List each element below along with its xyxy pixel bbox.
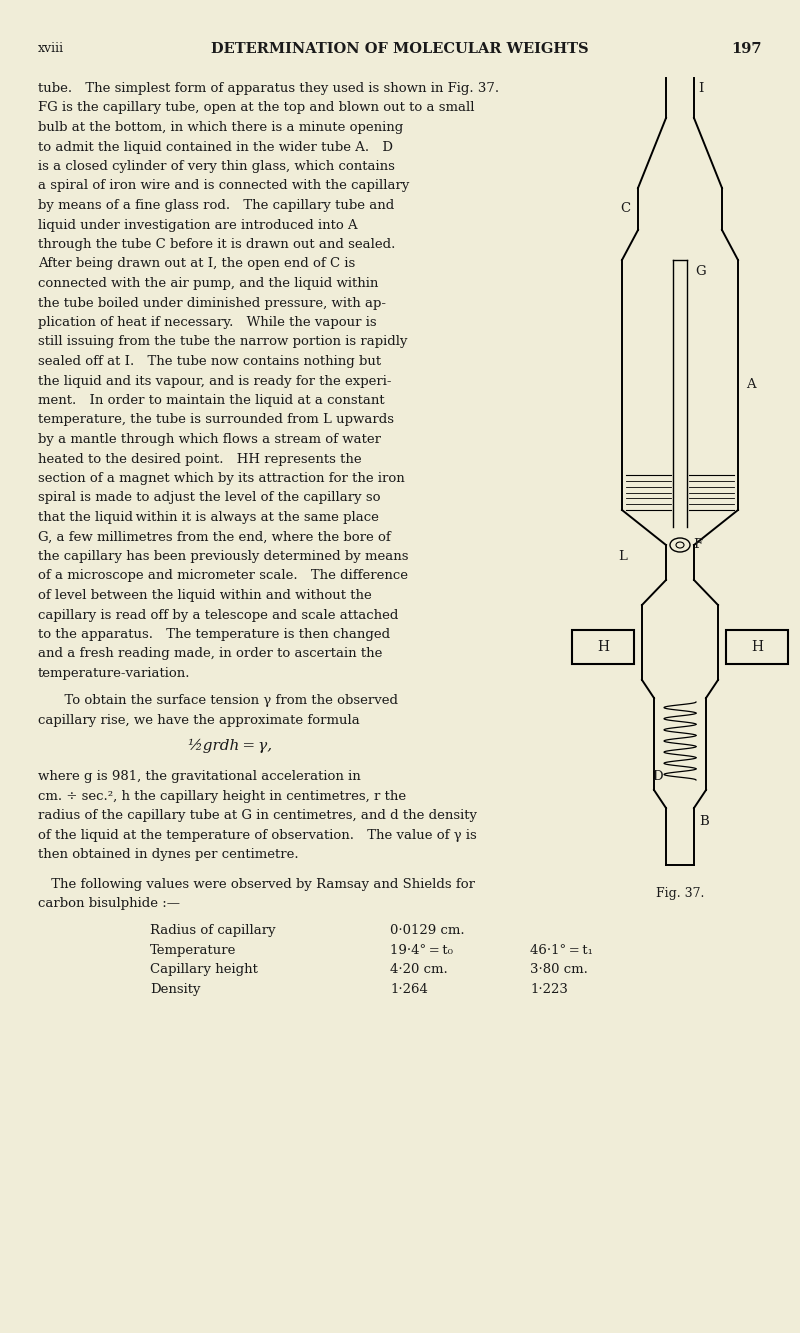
Text: capillary is read off by a telescope and scale attached: capillary is read off by a telescope and… xyxy=(38,608,398,621)
Text: H: H xyxy=(597,640,609,655)
Text: To obtain the surface tension γ from the observed: To obtain the surface tension γ from the… xyxy=(38,694,398,708)
Text: 197: 197 xyxy=(731,43,762,56)
Text: L: L xyxy=(618,551,627,563)
Text: 3·80 cm.: 3·80 cm. xyxy=(530,964,588,976)
Text: B: B xyxy=(699,814,709,828)
Text: of a microscope and micrometer scale. The difference: of a microscope and micrometer scale. Th… xyxy=(38,569,408,583)
Text: Temperature: Temperature xyxy=(150,944,236,957)
Text: carbon bisulphide :—: carbon bisulphide :— xyxy=(38,897,180,910)
Text: still issuing from the tube the narrow portion is rapidly: still issuing from the tube the narrow p… xyxy=(38,336,407,348)
Text: Fig. 37.: Fig. 37. xyxy=(656,886,704,900)
Text: A: A xyxy=(746,379,756,392)
Text: ½grdh = γ,: ½grdh = γ, xyxy=(188,740,272,753)
Text: 1·264: 1·264 xyxy=(390,982,428,996)
Text: where g is 981, the gravitational acceleration in: where g is 981, the gravitational accele… xyxy=(38,770,361,784)
Text: through the tube C before it is drawn out and sealed.: through the tube C before it is drawn ou… xyxy=(38,239,395,251)
Text: liquid under investigation are introduced into A: liquid under investigation are introduce… xyxy=(38,219,358,232)
Text: connected with the air pump, and the liquid within: connected with the air pump, and the liq… xyxy=(38,277,378,291)
Text: is a closed cylinder of very thin glass, which contains: is a closed cylinder of very thin glass,… xyxy=(38,160,395,173)
Text: ment. In order to maintain the liquid at a constant: ment. In order to maintain the liquid at… xyxy=(38,395,385,407)
Ellipse shape xyxy=(670,539,690,552)
Text: F: F xyxy=(693,539,702,552)
Text: FG is the capillary tube, open at the top and blown out to a small: FG is the capillary tube, open at the to… xyxy=(38,101,474,115)
Text: Density: Density xyxy=(150,982,201,996)
Text: tube. The simplest form of apparatus they used is shown in Fig. 37.: tube. The simplest form of apparatus the… xyxy=(38,83,499,95)
Text: spiral is made to adjust the level of the capillary so: spiral is made to adjust the level of th… xyxy=(38,492,381,504)
Text: 4·20 cm.: 4·20 cm. xyxy=(390,964,448,976)
Text: then obtained in dynes per centimetre.: then obtained in dynes per centimetre. xyxy=(38,848,298,861)
Text: 46·1° = t₁: 46·1° = t₁ xyxy=(530,944,593,957)
Text: 1·223: 1·223 xyxy=(530,982,568,996)
Text: capillary rise, we have the approximate formula: capillary rise, we have the approximate … xyxy=(38,713,360,726)
Text: of level between the liquid within and without the: of level between the liquid within and w… xyxy=(38,589,372,603)
Text: the liquid and its vapour, and is ready for the experi-: the liquid and its vapour, and is ready … xyxy=(38,375,391,388)
Text: Radius of capillary: Radius of capillary xyxy=(150,924,276,937)
Text: radius of the capillary tube at G in centimetres, and d the density: radius of the capillary tube at G in cen… xyxy=(38,809,477,822)
Text: section of a magnet which by its attraction for the iron: section of a magnet which by its attract… xyxy=(38,472,405,485)
Text: G, a few millimetres from the end, where the bore of: G, a few millimetres from the end, where… xyxy=(38,531,390,544)
Text: the capillary has been previously determined by means: the capillary has been previously determ… xyxy=(38,551,409,563)
Text: 19·4° = t₀: 19·4° = t₀ xyxy=(390,944,453,957)
Text: The following values were observed by Ramsay and Shields for: The following values were observed by Ra… xyxy=(38,877,475,890)
Text: Capillary height: Capillary height xyxy=(150,964,258,976)
Text: sealed off at I. The tube now contains nothing but: sealed off at I. The tube now contains n… xyxy=(38,355,381,368)
Text: that the liquid within it is always at the same place: that the liquid within it is always at t… xyxy=(38,511,379,524)
Text: After being drawn out at I, the open end of C is: After being drawn out at I, the open end… xyxy=(38,257,355,271)
Text: to the apparatus. The temperature is then changed: to the apparatus. The temperature is the… xyxy=(38,628,390,641)
Text: to admit the liquid contained in the wider tube A. D: to admit the liquid contained in the wid… xyxy=(38,140,393,153)
Text: cm. ÷ sec.², h the capillary height in centimetres, r the: cm. ÷ sec.², h the capillary height in c… xyxy=(38,790,406,802)
Text: DETERMINATION OF MOLECULAR WEIGHTS: DETERMINATION OF MOLECULAR WEIGHTS xyxy=(211,43,589,56)
Text: bulb at the bottom, in which there is a minute opening: bulb at the bottom, in which there is a … xyxy=(38,121,403,135)
Text: G: G xyxy=(695,265,706,279)
Text: 0·0129 cm.: 0·0129 cm. xyxy=(390,924,465,937)
Text: by a mantle through which flows a stream of water: by a mantle through which flows a stream… xyxy=(38,433,381,447)
Text: H: H xyxy=(751,640,763,655)
Text: the tube boiled under diminished pressure, with ap-: the tube boiled under diminished pressur… xyxy=(38,296,386,309)
Text: xviii: xviii xyxy=(38,43,64,55)
Text: heated to the desired point. HH represents the: heated to the desired point. HH represen… xyxy=(38,452,362,465)
Text: temperature-variation.: temperature-variation. xyxy=(38,666,190,680)
Text: and a fresh reading made, in order to ascertain the: and a fresh reading made, in order to as… xyxy=(38,648,382,660)
Text: a spiral of iron wire and is connected with the capillary: a spiral of iron wire and is connected w… xyxy=(38,180,410,192)
Text: D: D xyxy=(653,769,663,782)
Text: of the liquid at the temperature of observation. The value of γ is: of the liquid at the temperature of obse… xyxy=(38,829,477,842)
Text: plication of heat if necessary. While the vapour is: plication of heat if necessary. While th… xyxy=(38,316,377,329)
Text: by means of a fine glass rod. The capillary tube and: by means of a fine glass rod. The capill… xyxy=(38,199,394,212)
Text: temperature, the tube is surrounded from L upwards: temperature, the tube is surrounded from… xyxy=(38,413,394,427)
Text: C: C xyxy=(620,201,630,215)
Text: I: I xyxy=(698,83,703,95)
